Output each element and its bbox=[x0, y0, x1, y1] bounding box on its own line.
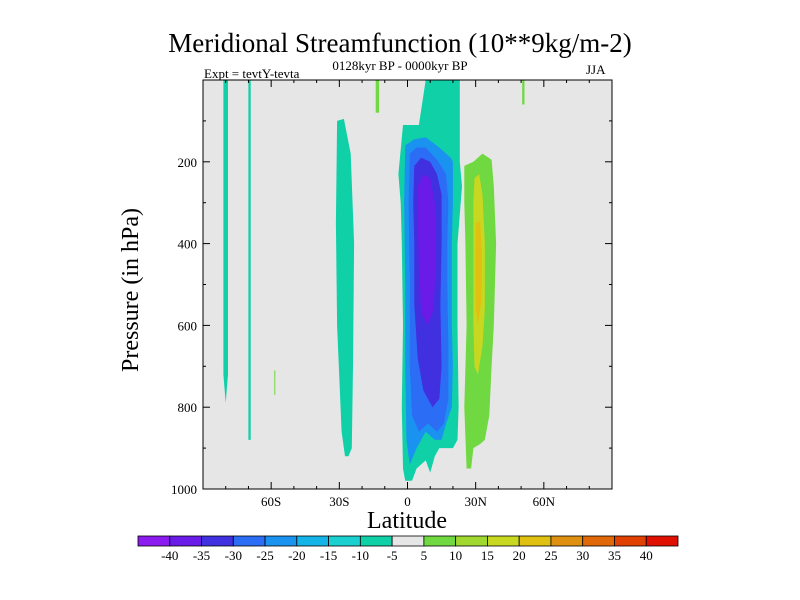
x-axis-label: Latitude bbox=[367, 508, 447, 534]
y-axis-label: Pressure (in hPa) bbox=[118, 208, 144, 372]
colorbar-label: 20 bbox=[513, 548, 526, 563]
colorbar-label: -10 bbox=[352, 548, 369, 563]
colorbar-swatch bbox=[487, 535, 520, 547]
y-tick-label: 1000 bbox=[171, 482, 197, 497]
colorbar-label: -35 bbox=[193, 548, 210, 563]
region-purple-deep bbox=[417, 174, 436, 326]
colorbar-swatch bbox=[645, 535, 679, 547]
x-tick-label: 0 bbox=[404, 494, 411, 509]
colorbar-swatch bbox=[518, 535, 552, 547]
colorbar-label: -30 bbox=[225, 548, 242, 563]
colorbar-swatch bbox=[137, 535, 171, 547]
colorbar-label: -15 bbox=[320, 548, 337, 563]
y-tick-label: 600 bbox=[178, 318, 198, 333]
chart-title: Meridional Streamfunction (10**9kg/m-2) bbox=[168, 28, 632, 58]
colorbar-swatch bbox=[455, 535, 488, 547]
chart-subtitle: 0128kyr BP - 0000kyr BP bbox=[332, 58, 468, 73]
colorbar-label: 35 bbox=[608, 548, 621, 563]
colorbar-label: 25 bbox=[544, 548, 557, 563]
y-tick-label: 200 bbox=[178, 155, 198, 170]
colorbar-label: -25 bbox=[256, 548, 273, 563]
x-tick-label: 60S bbox=[261, 494, 281, 509]
colorbar-label: 15 bbox=[481, 548, 494, 563]
region-subtropic-band bbox=[335, 118, 355, 457]
colorbar-swatch bbox=[391, 535, 425, 547]
colorbar-label: 30 bbox=[576, 548, 589, 563]
experiment-label: Expt = tevtY-tevta bbox=[204, 66, 300, 81]
region-south-thin-band bbox=[248, 80, 251, 440]
colorbar-swatch bbox=[423, 535, 457, 547]
season-label: JJA bbox=[586, 62, 606, 77]
region-far-south-band bbox=[223, 80, 228, 404]
colorbar: -40 -35 -30 -25 -20 -15 -10 -5 5 10 15 20 25 30 35 40 bbox=[137, 535, 679, 563]
colorbar-label: -40 bbox=[161, 548, 178, 563]
x-tick-label: 30S bbox=[329, 494, 349, 509]
colorbar-swatch bbox=[359, 535, 393, 547]
region-top-green-blip-2 bbox=[522, 80, 525, 105]
colorbar-swatch bbox=[328, 535, 361, 547]
colorbar-label: -20 bbox=[288, 548, 305, 563]
y-axis-ticks: 200 400 600 800 1000 bbox=[171, 120, 612, 497]
colorbar-swatch bbox=[201, 535, 234, 547]
colorbar-label: 5 bbox=[421, 548, 428, 563]
x-tick-label: 30N bbox=[464, 494, 487, 509]
region-green-core bbox=[475, 221, 482, 326]
colorbar-swatch bbox=[169, 535, 202, 547]
region-top-green-blip bbox=[375, 80, 380, 113]
colorbar-swatch bbox=[614, 535, 647, 547]
colorbar-label: 40 bbox=[640, 548, 653, 563]
colorbar-swatch bbox=[550, 535, 584, 547]
x-axis-ticks: 60S 30S 0 30N 60N bbox=[225, 80, 590, 509]
colorbar-swatch bbox=[296, 535, 329, 547]
contour-regions bbox=[203, 80, 612, 489]
colorbar-swatch bbox=[232, 535, 266, 547]
colorbar-swatch bbox=[264, 535, 298, 547]
colorbar-label: 10 bbox=[449, 548, 462, 563]
colorbar-swatch bbox=[582, 535, 615, 547]
y-tick-label: 800 bbox=[178, 400, 198, 415]
x-tick-label: 60N bbox=[533, 494, 556, 509]
colorbar-label: -5 bbox=[387, 548, 398, 563]
y-tick-label: 400 bbox=[178, 237, 198, 252]
region-south-blip bbox=[274, 370, 276, 395]
